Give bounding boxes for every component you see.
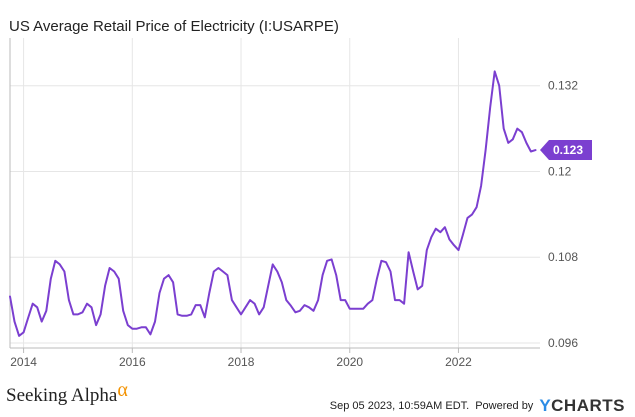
x-tick-label-2: 2018 xyxy=(228,355,255,369)
timestamp: Sep 05 2023, 10:59AM EDT. xyxy=(329,400,470,412)
last-value-label: 0.123 xyxy=(553,143,583,157)
last-value-flag: 0.123 xyxy=(540,140,592,161)
price-series-line xyxy=(9,70,537,337)
gridlines xyxy=(10,38,540,348)
x-tick-label-0: 2014 xyxy=(10,355,37,369)
alpha-mark: α xyxy=(117,379,128,401)
y-tick-label-2: 0.12 xyxy=(548,164,572,178)
x-tick-label-3: 2020 xyxy=(336,355,363,369)
last-value-flag-shape xyxy=(540,140,592,161)
y-tick-labels: 0.096 0.108 0.12 0.132 xyxy=(548,79,578,350)
seeking-alpha-logo[interactable]: Seeking Alphaα xyxy=(6,379,128,407)
ycharts-logo-text: CHARTS xyxy=(551,396,625,415)
ycharts-logo[interactable]: YCHARTS xyxy=(539,396,625,416)
x-tick-labels: 2014 2016 2018 2020 2022 xyxy=(10,348,472,369)
powered-by-text: Powered by xyxy=(475,400,534,412)
ycharts-logo-y: Y xyxy=(539,396,552,415)
x-tick-label-4: 2022 xyxy=(445,355,472,369)
y-tick-label-3: 0.132 xyxy=(548,79,578,93)
chart-title: US Average Retail Price of Electricity (… xyxy=(9,18,339,35)
brand-name: Seeking Alpha xyxy=(6,385,118,406)
x-tick-label-1: 2016 xyxy=(119,355,146,369)
y-tick-label-1: 0.108 xyxy=(548,250,578,264)
footer-attribution: Sep 05 2023, 10:59AM EDT. Powered by YCH… xyxy=(330,396,625,416)
y-tick-label-0: 0.096 xyxy=(548,336,578,350)
